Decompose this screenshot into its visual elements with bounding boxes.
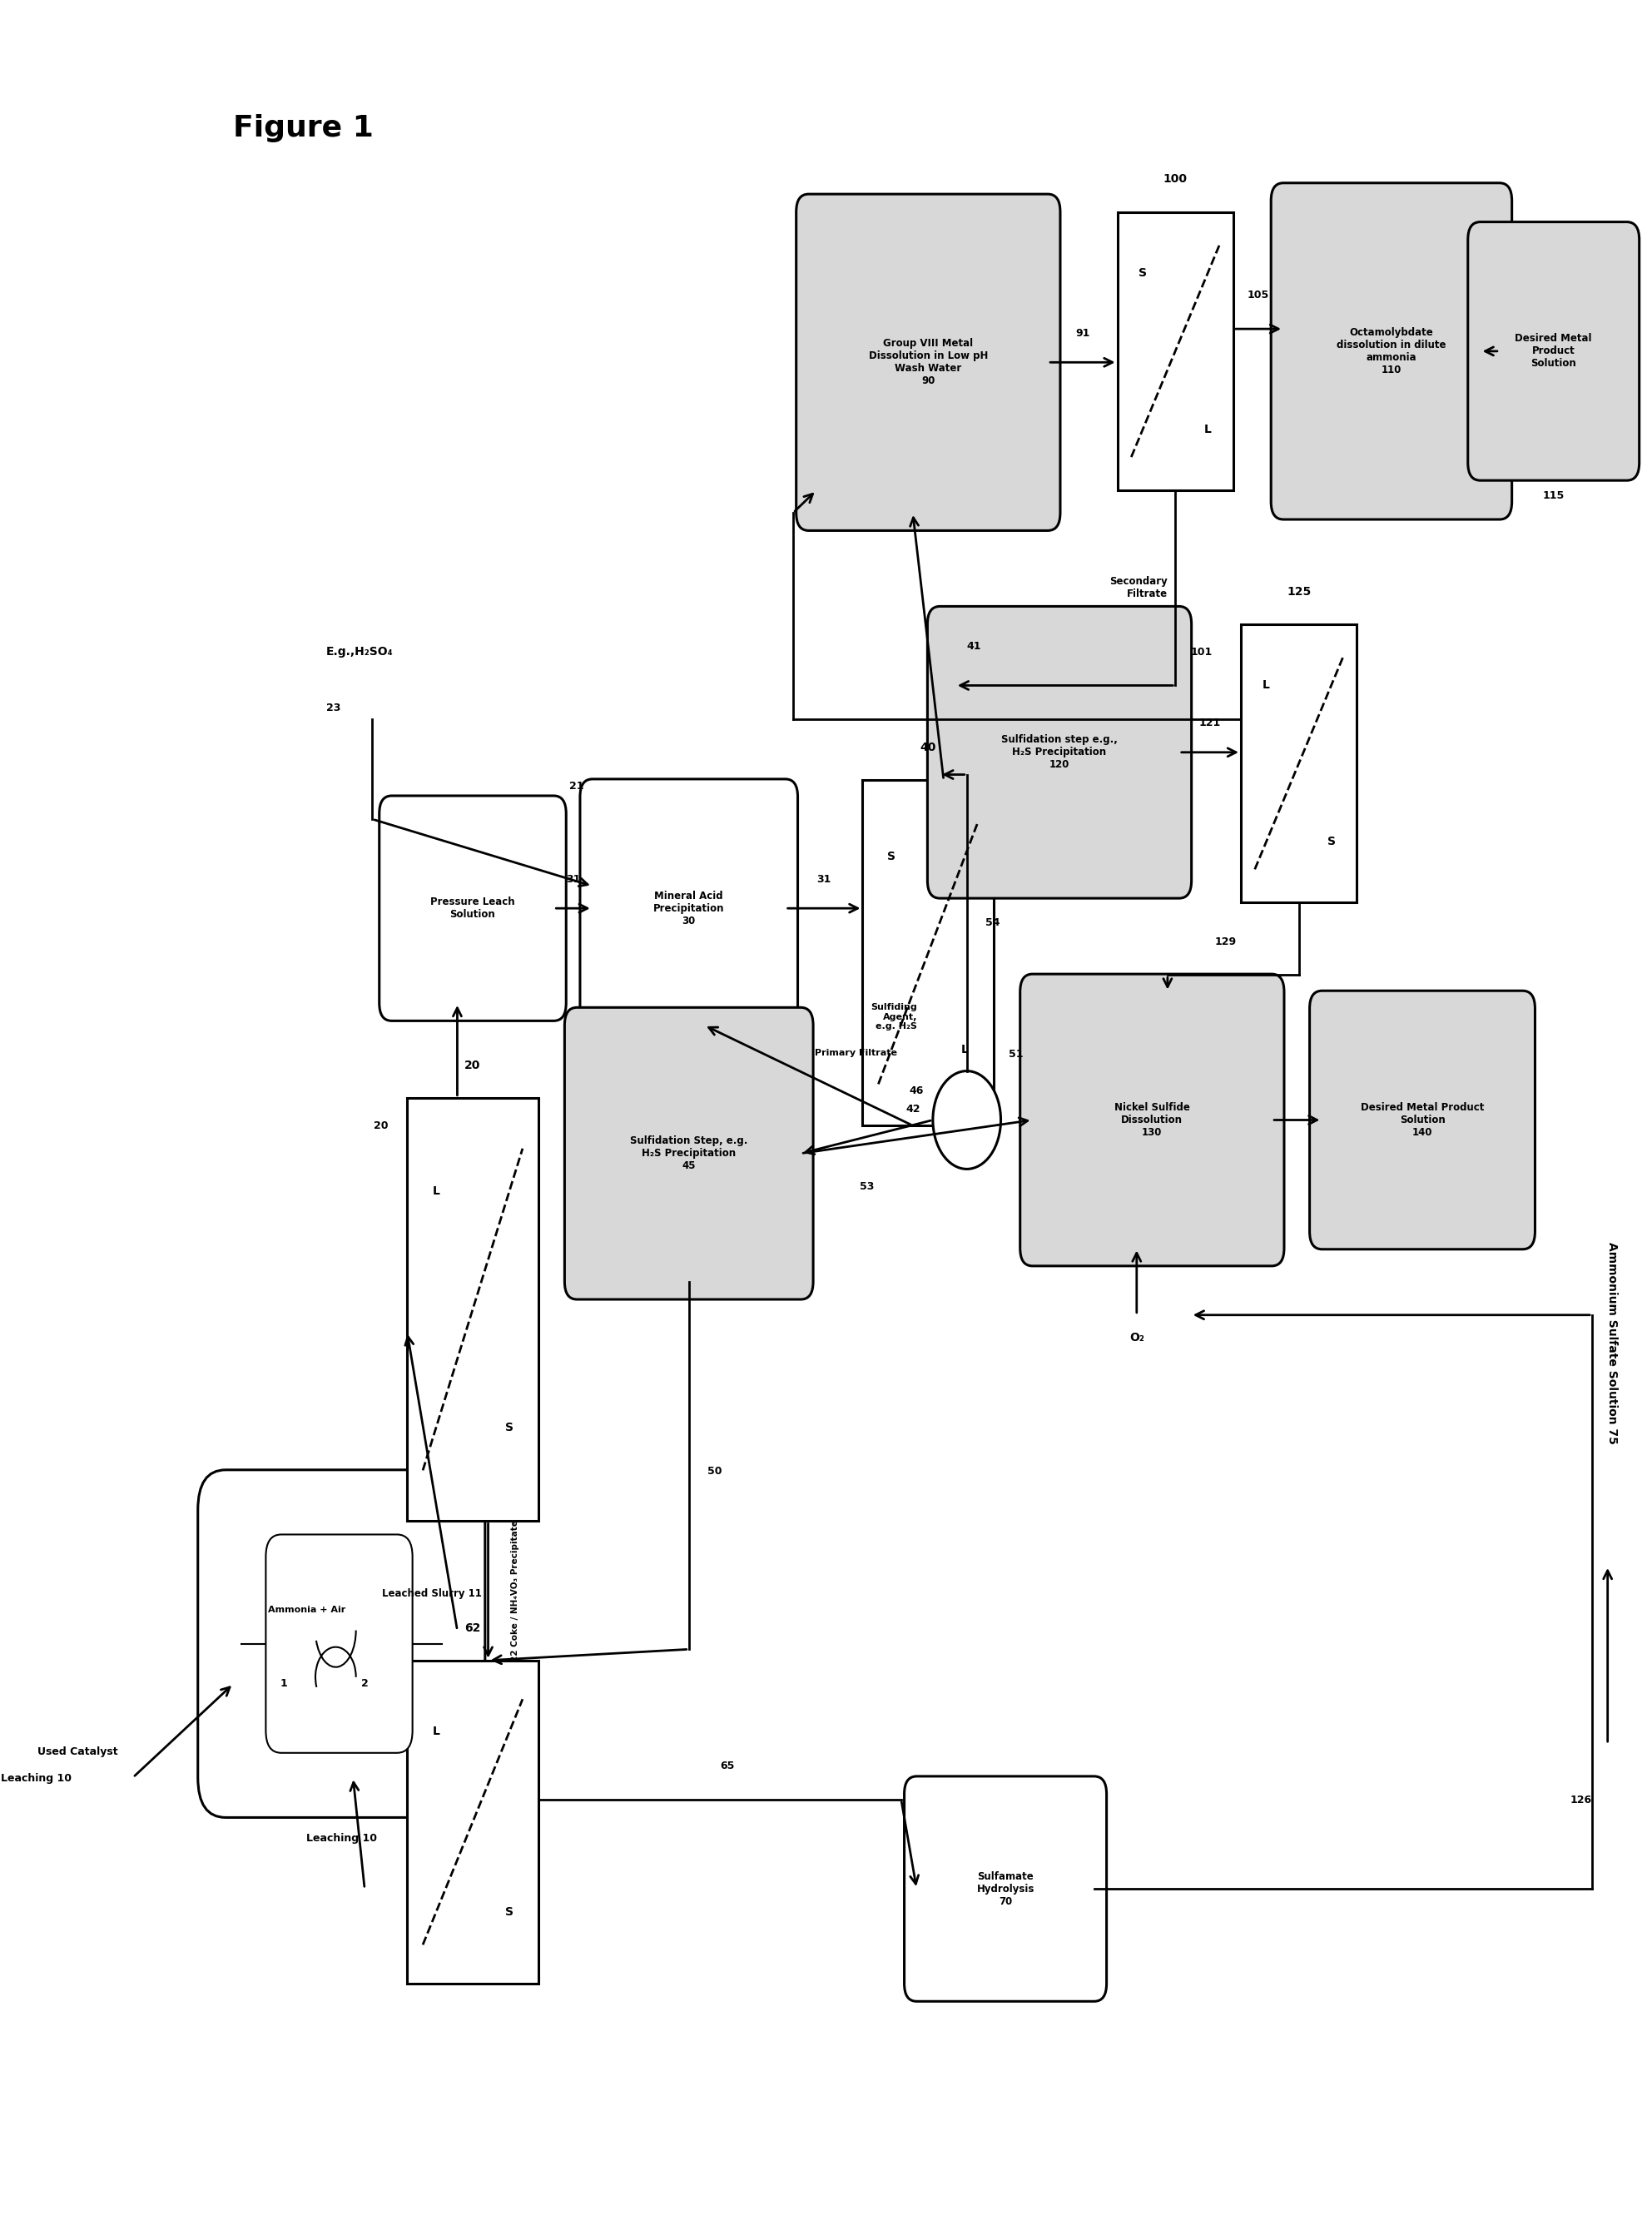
- Circle shape: [933, 1071, 1001, 1169]
- Text: 125: 125: [1287, 587, 1312, 598]
- Text: 42: 42: [905, 1104, 920, 1113]
- Text: Primary Filtrate: Primary Filtrate: [814, 1048, 897, 1057]
- Text: E.g.,H₂SO₄: E.g.,H₂SO₄: [325, 645, 393, 659]
- Text: 22 Coke / NH₄VO₃ Precipitate: 22 Coke / NH₄VO₃ Precipitate: [512, 1521, 520, 1662]
- FancyBboxPatch shape: [1019, 974, 1284, 1266]
- Text: 126: 126: [1571, 1794, 1593, 1805]
- Text: 129: 129: [1214, 936, 1236, 948]
- Text: Figure 1: Figure 1: [233, 114, 373, 143]
- Text: L: L: [1204, 423, 1211, 435]
- Text: Pressure Leach
Solution: Pressure Leach Solution: [431, 896, 515, 921]
- Text: Group VIII Metal
Dissolution in Low pH
Wash Water
90: Group VIII Metal Dissolution in Low pH W…: [869, 338, 988, 388]
- Text: 31: 31: [816, 874, 831, 885]
- Text: 100: 100: [1163, 172, 1188, 186]
- Text: 21: 21: [570, 780, 583, 791]
- Text: S: S: [1327, 836, 1335, 847]
- Text: 50: 50: [707, 1465, 722, 1476]
- Bar: [862, 780, 995, 1124]
- Text: 41: 41: [966, 641, 981, 652]
- Text: Sulfidation Step, e.g.
H₂S Precipitation
45: Sulfidation Step, e.g. H₂S Precipitation…: [629, 1136, 748, 1172]
- Text: S: S: [887, 851, 895, 862]
- Text: 51: 51: [1008, 1048, 1023, 1060]
- Text: L: L: [433, 1185, 439, 1196]
- FancyBboxPatch shape: [927, 607, 1191, 898]
- Text: Used Catalyst: Used Catalyst: [36, 1747, 117, 1756]
- Text: S: S: [506, 1906, 514, 1917]
- Text: 20: 20: [373, 1120, 388, 1131]
- Text: 46: 46: [909, 1086, 923, 1095]
- Text: 2: 2: [362, 1678, 368, 1689]
- Text: 23: 23: [325, 703, 340, 712]
- Text: Nickel Sulfide
Dissolution
130: Nickel Sulfide Dissolution 130: [1115, 1102, 1189, 1138]
- Text: 65: 65: [720, 1761, 735, 1772]
- FancyBboxPatch shape: [796, 195, 1061, 531]
- Text: L: L: [1262, 679, 1270, 692]
- FancyBboxPatch shape: [380, 795, 567, 1021]
- Text: 115: 115: [1543, 491, 1564, 502]
- FancyBboxPatch shape: [904, 1776, 1107, 2000]
- FancyBboxPatch shape: [580, 780, 798, 1037]
- Text: 40: 40: [920, 741, 937, 753]
- Text: Sulfiding
Agent,
e.g. H₂S: Sulfiding Agent, e.g. H₂S: [871, 1004, 917, 1030]
- Text: S: S: [1138, 267, 1146, 280]
- Text: 54: 54: [985, 918, 999, 927]
- Text: Desired Metal
Product
Solution: Desired Metal Product Solution: [1515, 334, 1593, 370]
- FancyBboxPatch shape: [1310, 990, 1535, 1250]
- Text: Leached Slurry 11: Leached Slurry 11: [382, 1588, 482, 1599]
- Bar: [1241, 625, 1356, 903]
- Text: L: L: [961, 1044, 968, 1055]
- Text: 20: 20: [464, 1060, 481, 1071]
- Text: 62: 62: [464, 1622, 481, 1633]
- Text: Octamolybdate
dissolution in dilute
ammonia
110: Octamolybdate dissolution in dilute ammo…: [1336, 327, 1446, 376]
- Text: 91: 91: [1075, 327, 1090, 338]
- Text: Ammonia + Air: Ammonia + Air: [268, 1606, 345, 1615]
- Text: Desired Metal Product
Solution
140: Desired Metal Product Solution 140: [1361, 1102, 1483, 1138]
- Text: 53: 53: [859, 1180, 874, 1192]
- Bar: [406, 1098, 539, 1521]
- Text: Mineral Acid
Precipitation
30: Mineral Acid Precipitation 30: [653, 892, 725, 925]
- FancyBboxPatch shape: [1270, 184, 1512, 520]
- Bar: [406, 1660, 539, 1985]
- Text: Sulfidation step e.g.,
H₂S Precipitation
120: Sulfidation step e.g., H₂S Precipitation…: [1001, 735, 1118, 771]
- Text: 31: 31: [567, 874, 580, 885]
- Bar: [1117, 213, 1232, 491]
- Text: O₂: O₂: [1130, 1331, 1145, 1344]
- Text: 105: 105: [1247, 289, 1269, 300]
- Text: L: L: [433, 1725, 439, 1738]
- Text: 121: 121: [1199, 719, 1221, 728]
- FancyBboxPatch shape: [198, 1469, 486, 1817]
- FancyBboxPatch shape: [266, 1534, 413, 1754]
- Text: Sulfamate
Hydrolysis
70: Sulfamate Hydrolysis 70: [976, 1870, 1034, 1906]
- Text: Leaching 10: Leaching 10: [306, 1832, 377, 1844]
- Text: 101: 101: [1191, 647, 1213, 656]
- Text: Ammonium Sulfate Solution 75: Ammonium Sulfate Solution 75: [1606, 1241, 1617, 1445]
- Text: 1: 1: [279, 1678, 287, 1689]
- Text: S: S: [506, 1422, 514, 1434]
- Text: Leaching 10: Leaching 10: [0, 1772, 71, 1783]
- FancyBboxPatch shape: [1469, 222, 1639, 479]
- Text: Secondary
Filtrate: Secondary Filtrate: [1110, 576, 1168, 600]
- FancyBboxPatch shape: [565, 1008, 813, 1299]
